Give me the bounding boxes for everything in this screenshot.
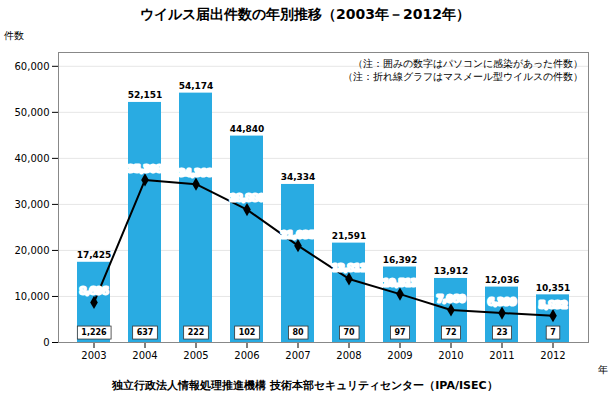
- svg-text:10,000: 10,000: [15, 291, 50, 302]
- svg-text:2006: 2006: [234, 350, 259, 361]
- svg-text:40,000: 40,000: [15, 153, 50, 164]
- svg-text:35,308: 35,308: [128, 164, 163, 174]
- svg-text:16,392: 16,392: [383, 255, 418, 265]
- svg-text:34,334: 34,334: [281, 172, 316, 182]
- svg-text:50,000: 50,000: [15, 107, 50, 118]
- svg-text:2007: 2007: [285, 350, 310, 361]
- svg-text:7: 7: [550, 328, 556, 337]
- svg-text:2003: 2003: [81, 350, 106, 361]
- svg-text:20,000: 20,000: [15, 245, 50, 256]
- svg-text:8,696: 8,696: [80, 286, 108, 296]
- svg-text:97: 97: [394, 328, 405, 337]
- svg-text:637: 637: [137, 328, 154, 337]
- svg-text:60,000: 60,000: [15, 61, 50, 72]
- svg-text:222: 222: [188, 328, 205, 337]
- html-text:ウイルス届出件数の年別推移（2003年－2012年）: ウイルス届出件数の年別推移（2003年－2012年）: [140, 6, 470, 22]
- svg-text:2012: 2012: [540, 350, 565, 361]
- svg-text:102: 102: [239, 328, 256, 337]
- svg-text:2004: 2004: [132, 350, 157, 361]
- svg-text:52,151: 52,151: [128, 90, 163, 100]
- html-text:独立行政法人情報処理推進機構 技術本部セキュリティセンター（: 独立行政法人情報処理推進機構 技術本部セキュリティセンター（IPA/ISEC）: [112, 379, 498, 392]
- svg-text:2010: 2010: [438, 350, 463, 361]
- svg-text:10,513: 10,513: [383, 278, 418, 288]
- svg-text:30,000: 30,000: [15, 199, 50, 210]
- svg-text:10,351: 10,351: [536, 283, 571, 293]
- svg-text:17,425: 17,425: [77, 250, 112, 260]
- svg-text:70: 70: [343, 328, 355, 337]
- svg-text:44,840: 44,840: [230, 124, 265, 134]
- svg-text:1,226: 1,226: [81, 328, 107, 337]
- svg-text:28,880: 28,880: [230, 193, 265, 203]
- svg-text:5,832: 5,832: [539, 300, 567, 310]
- svg-text:13,912: 13,912: [434, 266, 469, 276]
- svg-text:34,393: 34,393: [179, 168, 214, 178]
- svg-text:23: 23: [496, 328, 507, 337]
- svg-text:2009: 2009: [387, 350, 412, 361]
- svg-text:2008: 2008: [336, 350, 361, 361]
- svg-text:7,060: 7,060: [437, 294, 465, 304]
- svg-text:6,399: 6,399: [488, 297, 516, 307]
- svg-text:（注：囲みの数字はパソコンに感染があった件数）（注：折れ線グ: （注：囲みの数字はパソコンに感染があった件数）（注：折れ線グラフはマスメール型ウ…: [343, 58, 583, 81]
- svg-text:72: 72: [445, 328, 456, 337]
- svg-text:0: 0: [43, 337, 49, 348]
- svg-text:21,035: 21,035: [281, 230, 316, 240]
- svg-text:2011: 2011: [489, 350, 514, 361]
- svg-text:13,811: 13,811: [332, 263, 367, 273]
- svg-text:54,174: 54,174: [179, 81, 214, 91]
- svg-text:2005: 2005: [183, 350, 208, 361]
- svg-text:21,591: 21,591: [332, 231, 367, 241]
- svg-text:12,036: 12,036: [485, 275, 520, 285]
- svg-text:年: 年: [598, 364, 608, 375]
- svg-text:件数: 件数: [4, 30, 24, 41]
- svg-text:80: 80: [292, 328, 304, 337]
